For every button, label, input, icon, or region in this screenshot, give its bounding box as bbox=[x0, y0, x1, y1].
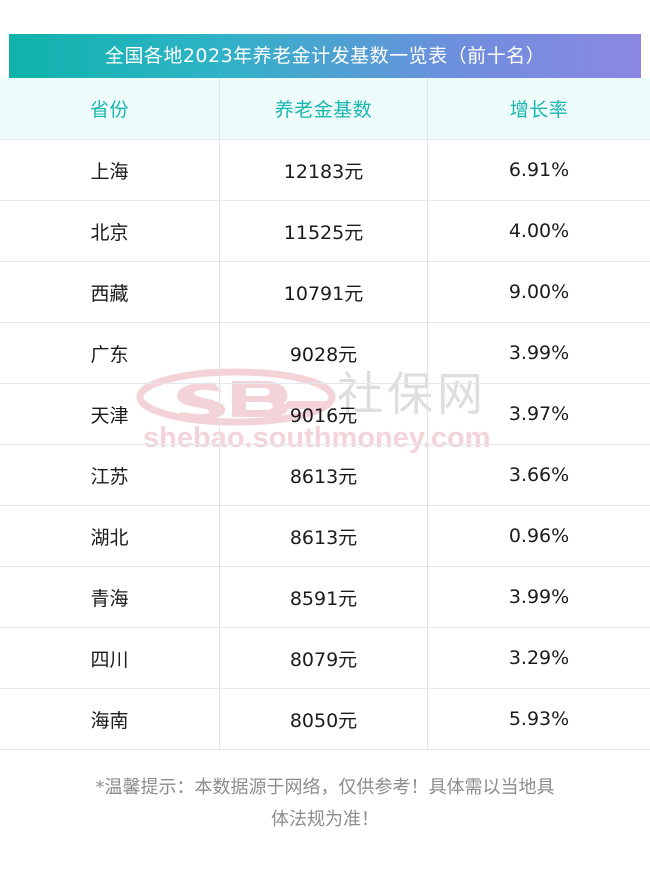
cell-pension-base: 12183元 bbox=[220, 140, 428, 200]
cell-province: 海南 bbox=[0, 689, 220, 749]
cell-pension-base: 9028元 bbox=[220, 323, 428, 383]
cell-pension-base: 8050元 bbox=[220, 689, 428, 749]
cell-province: 江苏 bbox=[0, 445, 220, 505]
cell-growth-rate: 3.99% bbox=[508, 342, 570, 364]
table-row: 西藏 10791元 9.00% bbox=[0, 262, 650, 323]
table-row: 广东 9028元 3.99% bbox=[0, 323, 650, 384]
cell-growth-rate: 5.93% bbox=[508, 708, 570, 730]
cell-growth-rate: 3.66% bbox=[508, 464, 570, 486]
cell-pension-base: 8591元 bbox=[220, 567, 428, 627]
cell-growth-rate: 6.91% bbox=[508, 159, 570, 181]
table-title-banner: 全国各地2023年养老金计发基数一览表（前十名） bbox=[9, 34, 641, 78]
cell-growth-rate: 3.29% bbox=[508, 647, 570, 669]
column-header-growth-rate: 增长率 bbox=[509, 99, 569, 121]
cell-pension-base: 8613元 bbox=[220, 506, 428, 566]
cell-pension-base: 8079元 bbox=[220, 628, 428, 688]
cell-growth-rate: 4.00% bbox=[508, 220, 570, 242]
disclaimer-note: *温馨提示：本数据源于网络，仅供参考！具体需以当地具 体法规为准！ bbox=[18, 772, 632, 836]
table-row: 湖北 8613元 0.96% bbox=[0, 506, 650, 567]
table-row: 江苏 8613元 3.66% bbox=[0, 445, 650, 506]
disclaimer-line-2: 体法规为准！ bbox=[271, 809, 379, 830]
cell-growth-rate: 3.99% bbox=[508, 586, 570, 608]
cell-growth-rate: 9.00% bbox=[508, 281, 570, 303]
table-row: 四川 8079元 3.29% bbox=[0, 628, 650, 689]
cell-province: 湖北 bbox=[0, 506, 220, 566]
table-row: 天津 9016元 3.97% bbox=[0, 384, 650, 445]
cell-pension-base: 8613元 bbox=[220, 445, 428, 505]
cell-province: 广东 bbox=[0, 323, 220, 383]
cell-pension-base: 10791元 bbox=[220, 262, 428, 322]
cell-province: 上海 bbox=[0, 140, 220, 200]
table-header-row: 省份 养老金基数 增长率 bbox=[0, 78, 650, 140]
column-header-province: 省份 bbox=[0, 78, 220, 139]
disclaimer-line-1: *温馨提示：本数据源于网络，仅供参考！具体需以当地具 bbox=[95, 777, 555, 798]
cell-pension-base: 11525元 bbox=[220, 201, 428, 261]
cell-pension-base: 9016元 bbox=[220, 384, 428, 444]
pension-table: 省份 养老金基数 增长率 上海 12183元 6.91% 北京 11525元 4… bbox=[0, 78, 650, 750]
table-row: 北京 11525元 4.00% bbox=[0, 201, 650, 262]
cell-province: 青海 bbox=[0, 567, 220, 627]
cell-province: 西藏 bbox=[0, 262, 220, 322]
table-row: 青海 8591元 3.99% bbox=[0, 567, 650, 628]
column-header-pension-base: 养老金基数 bbox=[220, 78, 428, 139]
cell-growth-rate: 0.96% bbox=[508, 525, 570, 547]
cell-province: 北京 bbox=[0, 201, 220, 261]
cell-province: 天津 bbox=[0, 384, 220, 444]
cell-province: 四川 bbox=[0, 628, 220, 688]
page-title: 全国各地2023年养老金计发基数一览表（前十名） bbox=[104, 45, 546, 67]
table-row: 上海 12183元 6.91% bbox=[0, 140, 650, 201]
table-row: 海南 8050元 5.93% bbox=[0, 689, 650, 750]
cell-growth-rate: 3.97% bbox=[508, 403, 570, 425]
